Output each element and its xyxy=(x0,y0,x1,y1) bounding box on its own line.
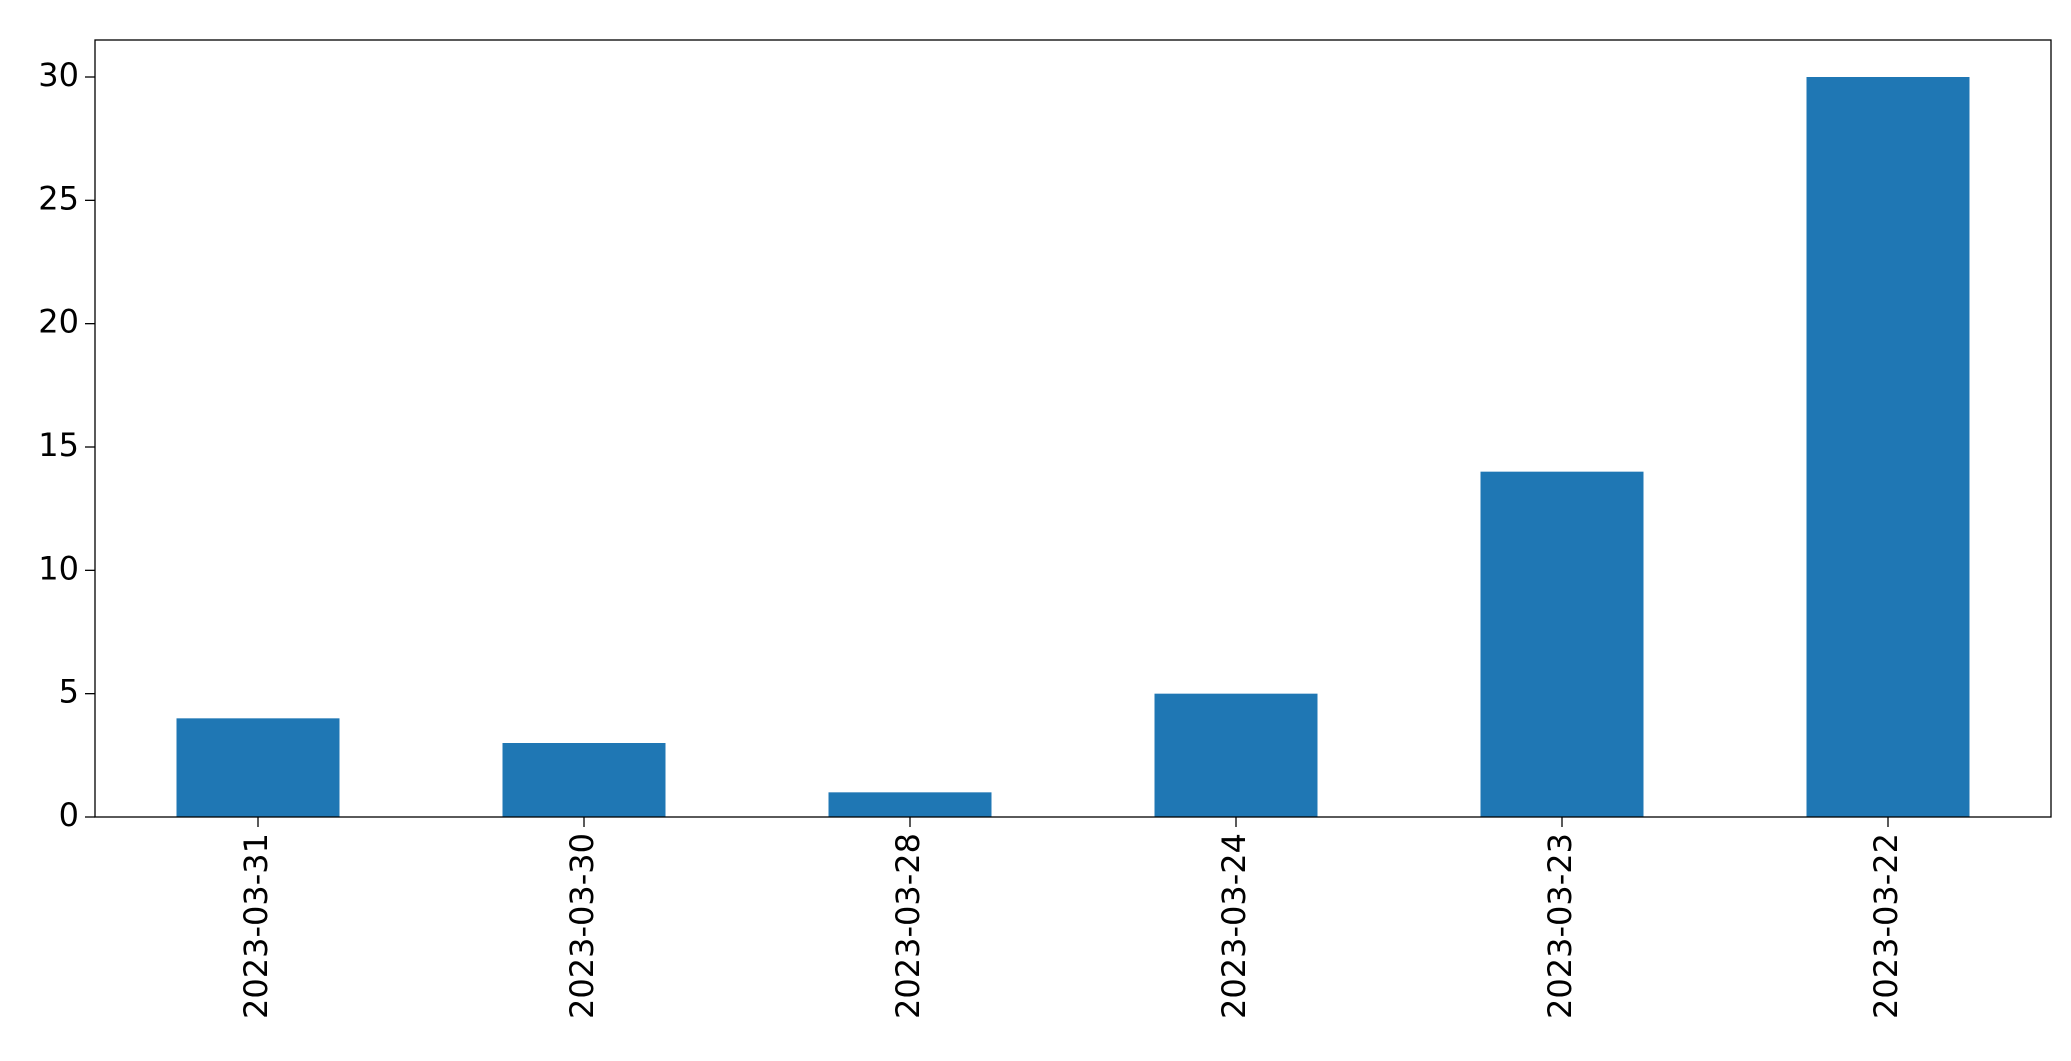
y-tick-label: 10 xyxy=(38,549,79,587)
x-tick-label: 2023-03-30 xyxy=(563,833,601,1019)
bar xyxy=(1154,693,1318,817)
x-tick-label: 2023-03-31 xyxy=(237,833,275,1019)
plot-frame xyxy=(94,39,2052,818)
y-tick-label: 30 xyxy=(38,56,79,94)
x-tick-label: 2023-03-24 xyxy=(1215,833,1253,1019)
y-tick-label: 5 xyxy=(59,673,79,711)
y-tick-label: 0 xyxy=(59,796,79,834)
bar xyxy=(502,743,666,817)
bar xyxy=(176,718,340,817)
y-tick-label: 25 xyxy=(38,179,79,217)
x-tick-label: 2023-03-23 xyxy=(1541,833,1579,1019)
bar xyxy=(1806,77,1970,817)
x-tick-label: 2023-03-22 xyxy=(1867,833,1905,1019)
y-tick-label: 20 xyxy=(38,303,79,341)
bar xyxy=(1480,471,1644,817)
bar xyxy=(828,792,992,817)
x-tick-label: 2023-03-28 xyxy=(889,833,927,1019)
y-tick-label: 15 xyxy=(38,426,79,464)
